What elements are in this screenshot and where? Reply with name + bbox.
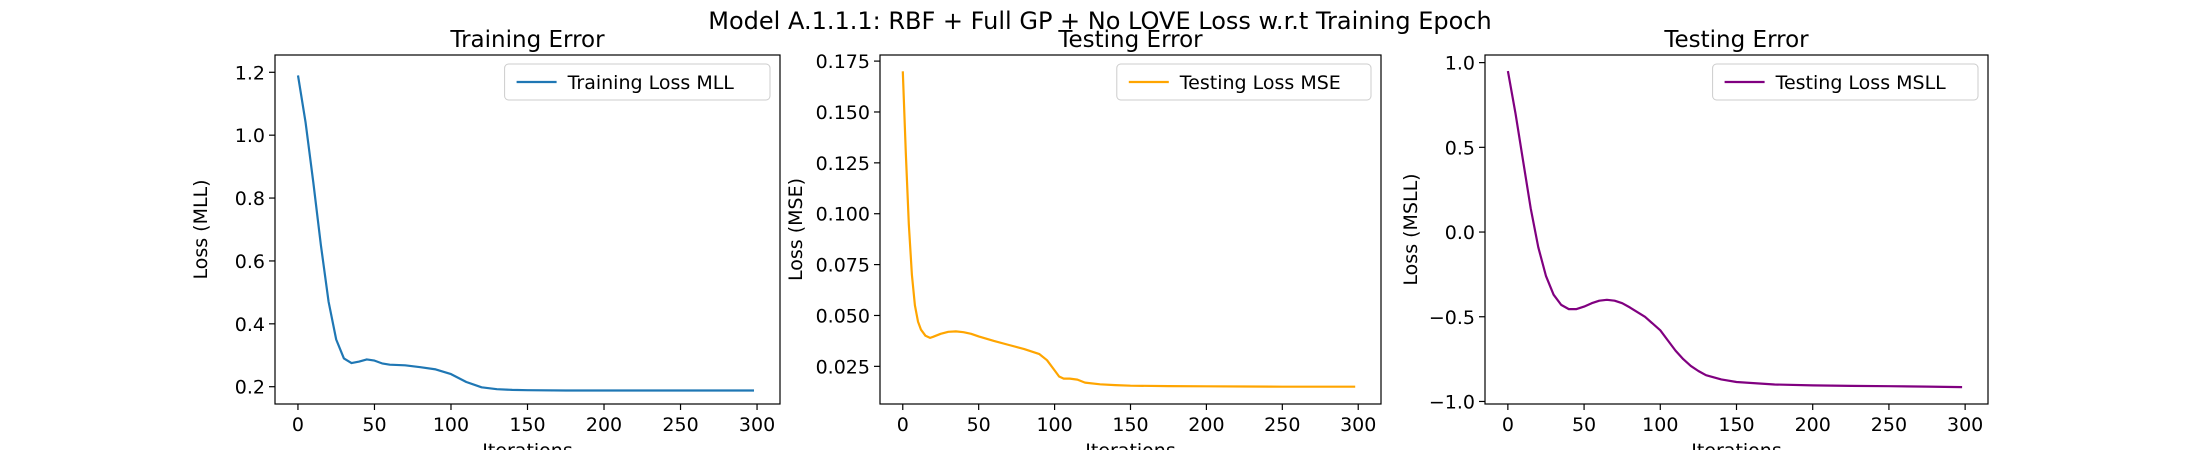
x-tick-label: 0 <box>1502 414 1514 436</box>
legend-box <box>1712 63 1979 101</box>
y-axis-label: Loss (MSLL) <box>1400 173 1422 285</box>
x-tick-label: 200 <box>1188 414 1224 436</box>
x-tick-label: 50 <box>967 414 991 436</box>
chart-title: Training Error <box>449 27 605 53</box>
chart-title: Testing Error <box>1057 27 1203 53</box>
x-tick-label: 100 <box>433 414 469 436</box>
x-tick-label: 250 <box>1871 414 1907 436</box>
y-axis-label: Loss (MLL) <box>190 179 212 279</box>
x-axis-label: Iterations <box>482 440 573 450</box>
x-tick-label: 0 <box>292 414 304 436</box>
x-axis-label: Iterations <box>1691 440 1782 450</box>
y-tick-label: 0.4 <box>235 314 265 336</box>
y-tick-label: 0.075 <box>816 255 870 277</box>
x-tick-label: 250 <box>662 414 698 436</box>
series-line-1 <box>901 71 1356 388</box>
y-tick-label: 0.2 <box>235 377 265 399</box>
legend-label: Training Loss MLL <box>567 72 735 94</box>
chart-panel-1: Training Error 0 50 100 150 200 250 300 0.2 0.4 0.… <box>190 27 781 450</box>
legend-box <box>1116 63 1372 101</box>
legend-label: Testing Loss MSE <box>1179 72 1341 94</box>
legend: Testing Loss MSLL <box>1712 63 1979 101</box>
x-tick-label: 300 <box>1947 414 1983 436</box>
x-tick-label: 100 <box>1036 414 1072 436</box>
series-line-1 <box>296 75 754 392</box>
y-tick-label: 1.0 <box>1445 53 1475 75</box>
y-tick-label: −1.0 <box>1429 391 1475 413</box>
y-tick-label: 0.125 <box>816 153 870 175</box>
y-tick-label: 0.100 <box>816 204 870 226</box>
legend: Testing Loss MSE <box>1116 63 1372 101</box>
y-axis-label: Loss (MSE) <box>785 178 807 281</box>
y-tick-label: 0.175 <box>816 51 870 73</box>
x-tick-label: 150 <box>509 414 545 436</box>
x-axis-label: Iterations <box>1085 440 1176 450</box>
x-tick-label: 0 <box>897 414 909 436</box>
y-tick-label: 0.050 <box>816 305 870 327</box>
y-tick-label: −0.5 <box>1429 307 1475 329</box>
figure-suptitle: Model A.1.1.1: RBF + Full GP + No LOVE L… <box>708 7 1491 35</box>
y-tick-label: 1.2 <box>235 62 265 84</box>
chart-panel-3: Testing Error 0 50 100 150 200 250 300 −1.0 −0.5 0… <box>1400 27 1989 450</box>
legend-label: Testing Loss MSLL <box>1775 72 1947 94</box>
x-tick-label: 100 <box>1642 414 1678 436</box>
series-line-1 <box>1506 70 1963 389</box>
x-tick-label: 300 <box>739 414 775 436</box>
x-tick-label: 50 <box>1572 414 1596 436</box>
legend: Training Loss MLL <box>504 63 771 101</box>
x-tick-label: 50 <box>362 414 386 436</box>
y-tick-label: 0.025 <box>816 356 870 378</box>
y-tick-label: 0.5 <box>1445 137 1475 159</box>
x-tick-label: 300 <box>1340 414 1376 436</box>
y-tick-label: 0.6 <box>235 251 265 273</box>
y-tick-label: 0.0 <box>1445 222 1475 244</box>
chart-title: Testing Error <box>1663 27 1809 53</box>
x-tick-label: 150 <box>1112 414 1148 436</box>
y-tick-label: 0.150 <box>816 102 870 124</box>
y-tick-label: 1.0 <box>235 125 265 147</box>
x-tick-label: 250 <box>1264 414 1300 436</box>
chart-panel-2: Testing Error 0 50 100 150 200 250 300 0.025 0.05… <box>785 27 1382 450</box>
x-tick-label: 200 <box>1795 414 1831 436</box>
x-tick-label: 200 <box>586 414 622 436</box>
legend-box <box>504 63 771 101</box>
y-tick-label: 0.8 <box>235 188 265 210</box>
x-tick-label: 150 <box>1718 414 1754 436</box>
